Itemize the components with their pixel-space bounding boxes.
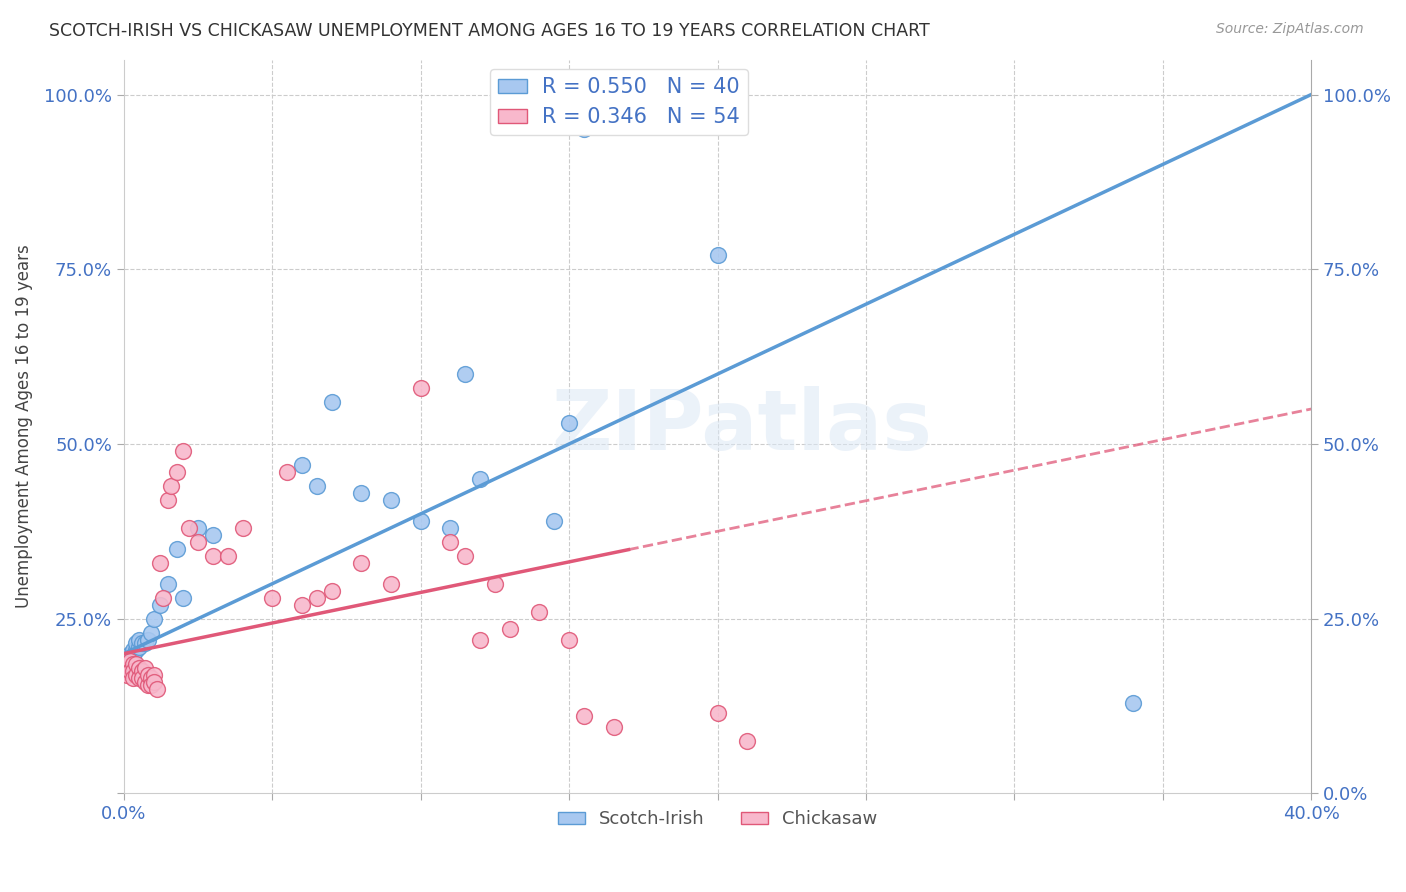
Point — [131, 664, 153, 678]
Point — [136, 667, 159, 681]
Point — [291, 598, 314, 612]
Point — [142, 674, 165, 689]
Point — [134, 674, 156, 689]
Point — [187, 534, 209, 549]
Point — [134, 660, 156, 674]
Legend: Scotch-Irish, Chickasaw: Scotch-Irish, Chickasaw — [550, 803, 884, 836]
Point — [115, 657, 138, 671]
Point — [291, 458, 314, 472]
Point — [121, 650, 143, 665]
Point — [128, 640, 150, 654]
Point — [139, 625, 162, 640]
Point — [321, 583, 343, 598]
Point — [148, 556, 170, 570]
Point — [118, 660, 141, 674]
Point — [439, 534, 461, 549]
Point — [166, 541, 188, 556]
Point — [157, 492, 180, 507]
Point — [125, 657, 148, 671]
Point — [121, 647, 143, 661]
Point — [125, 643, 148, 657]
Point — [160, 479, 183, 493]
Point — [217, 549, 239, 563]
Point — [706, 248, 728, 262]
Point — [134, 636, 156, 650]
Point — [572, 122, 595, 136]
Point — [276, 465, 298, 479]
Point — [380, 576, 402, 591]
Point — [380, 492, 402, 507]
Point — [172, 444, 194, 458]
Point — [148, 598, 170, 612]
Point — [321, 395, 343, 409]
Point — [409, 514, 432, 528]
Point — [136, 632, 159, 647]
Point — [305, 591, 328, 605]
Point — [305, 479, 328, 493]
Point — [125, 667, 148, 681]
Point — [121, 664, 143, 678]
Point — [179, 521, 201, 535]
Point — [201, 549, 224, 563]
Point — [121, 657, 143, 671]
Point — [115, 660, 138, 674]
Point — [262, 591, 284, 605]
Point — [735, 734, 758, 748]
Point — [128, 671, 150, 685]
Point — [121, 643, 143, 657]
Point — [131, 671, 153, 685]
Point — [187, 521, 209, 535]
Point — [439, 521, 461, 535]
Point — [350, 556, 373, 570]
Point — [131, 636, 153, 650]
Point — [115, 657, 138, 671]
Point — [115, 664, 138, 678]
Point — [1122, 696, 1144, 710]
Point — [558, 632, 581, 647]
Point — [706, 706, 728, 720]
Point — [499, 622, 522, 636]
Point — [572, 709, 595, 723]
Point — [115, 654, 138, 668]
Point — [484, 576, 506, 591]
Point — [468, 632, 491, 647]
Point — [157, 576, 180, 591]
Point — [139, 671, 162, 685]
Point — [232, 521, 254, 535]
Point — [142, 612, 165, 626]
Point — [136, 678, 159, 692]
Point — [529, 605, 551, 619]
Point — [166, 465, 188, 479]
Point — [118, 647, 141, 661]
Point — [201, 528, 224, 542]
Text: Source: ZipAtlas.com: Source: ZipAtlas.com — [1216, 22, 1364, 37]
Point — [118, 654, 141, 668]
Point — [558, 416, 581, 430]
Point — [118, 657, 141, 671]
Point — [118, 664, 141, 678]
Point — [409, 381, 432, 395]
Point — [454, 549, 477, 563]
Point — [139, 678, 162, 692]
Point — [145, 681, 167, 696]
Point — [152, 591, 174, 605]
Point — [172, 591, 194, 605]
Point — [115, 650, 138, 665]
Point — [125, 636, 148, 650]
Point — [128, 632, 150, 647]
Point — [454, 367, 477, 381]
Text: ZIPatlas: ZIPatlas — [551, 386, 932, 467]
Text: SCOTCH-IRISH VS CHICKASAW UNEMPLOYMENT AMONG AGES 16 TO 19 YEARS CORRELATION CHA: SCOTCH-IRISH VS CHICKASAW UNEMPLOYMENT A… — [49, 22, 929, 40]
Point — [142, 667, 165, 681]
Point — [118, 650, 141, 665]
Point — [115, 667, 138, 681]
Point — [121, 671, 143, 685]
Point — [350, 486, 373, 500]
Point — [602, 720, 624, 734]
Point — [468, 472, 491, 486]
Point — [543, 514, 565, 528]
Y-axis label: Unemployment Among Ages 16 to 19 years: Unemployment Among Ages 16 to 19 years — [15, 244, 32, 608]
Point — [115, 664, 138, 678]
Point — [128, 660, 150, 674]
